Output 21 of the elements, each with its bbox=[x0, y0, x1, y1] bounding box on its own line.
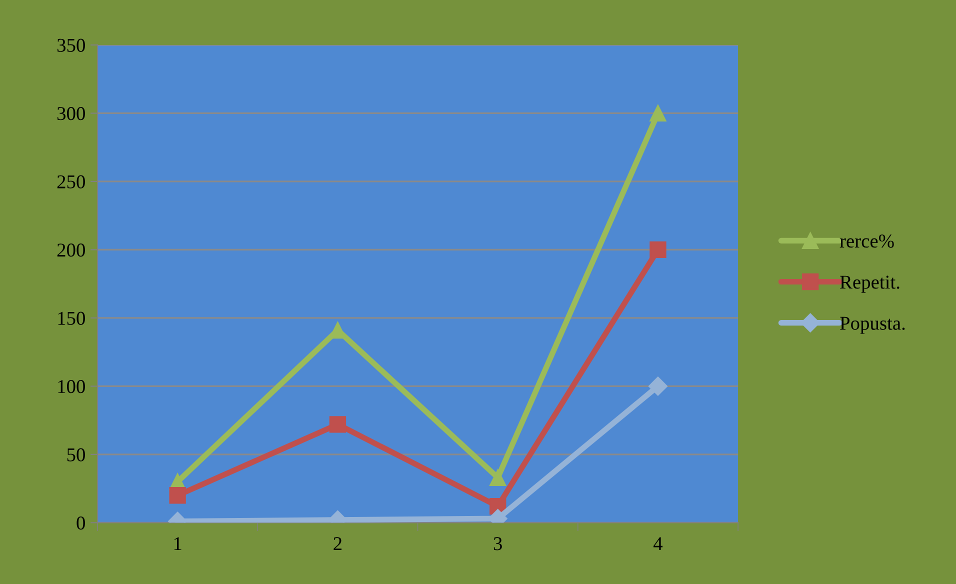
x-tick-label: 4 bbox=[653, 537, 663, 550]
y-tick-label: 200 bbox=[57, 244, 85, 257]
y-tick-label: 0 bbox=[76, 516, 85, 530]
y-tick-label: 300 bbox=[57, 107, 85, 120]
x-tick-label: 1 bbox=[174, 537, 182, 550]
y-tick-label: 250 bbox=[57, 175, 85, 188]
legend-label: Popusta. bbox=[840, 316, 905, 334]
y-tick-label: 350 bbox=[57, 38, 85, 52]
point bbox=[650, 241, 666, 258]
legend-label: Repetit. bbox=[840, 276, 900, 293]
legend-label: rerce% bbox=[840, 234, 894, 248]
y-tick-label: 50 bbox=[67, 448, 85, 462]
x-tick-label: 3 bbox=[494, 537, 502, 550]
x-tick-label: 2 bbox=[334, 537, 342, 550]
point bbox=[169, 487, 186, 504]
point bbox=[329, 416, 346, 433]
y-tick-label: 150 bbox=[58, 312, 85, 325]
y-tick-label: 100 bbox=[58, 380, 85, 394]
point bbox=[648, 376, 668, 396]
point bbox=[650, 104, 666, 122]
point bbox=[490, 469, 506, 486]
